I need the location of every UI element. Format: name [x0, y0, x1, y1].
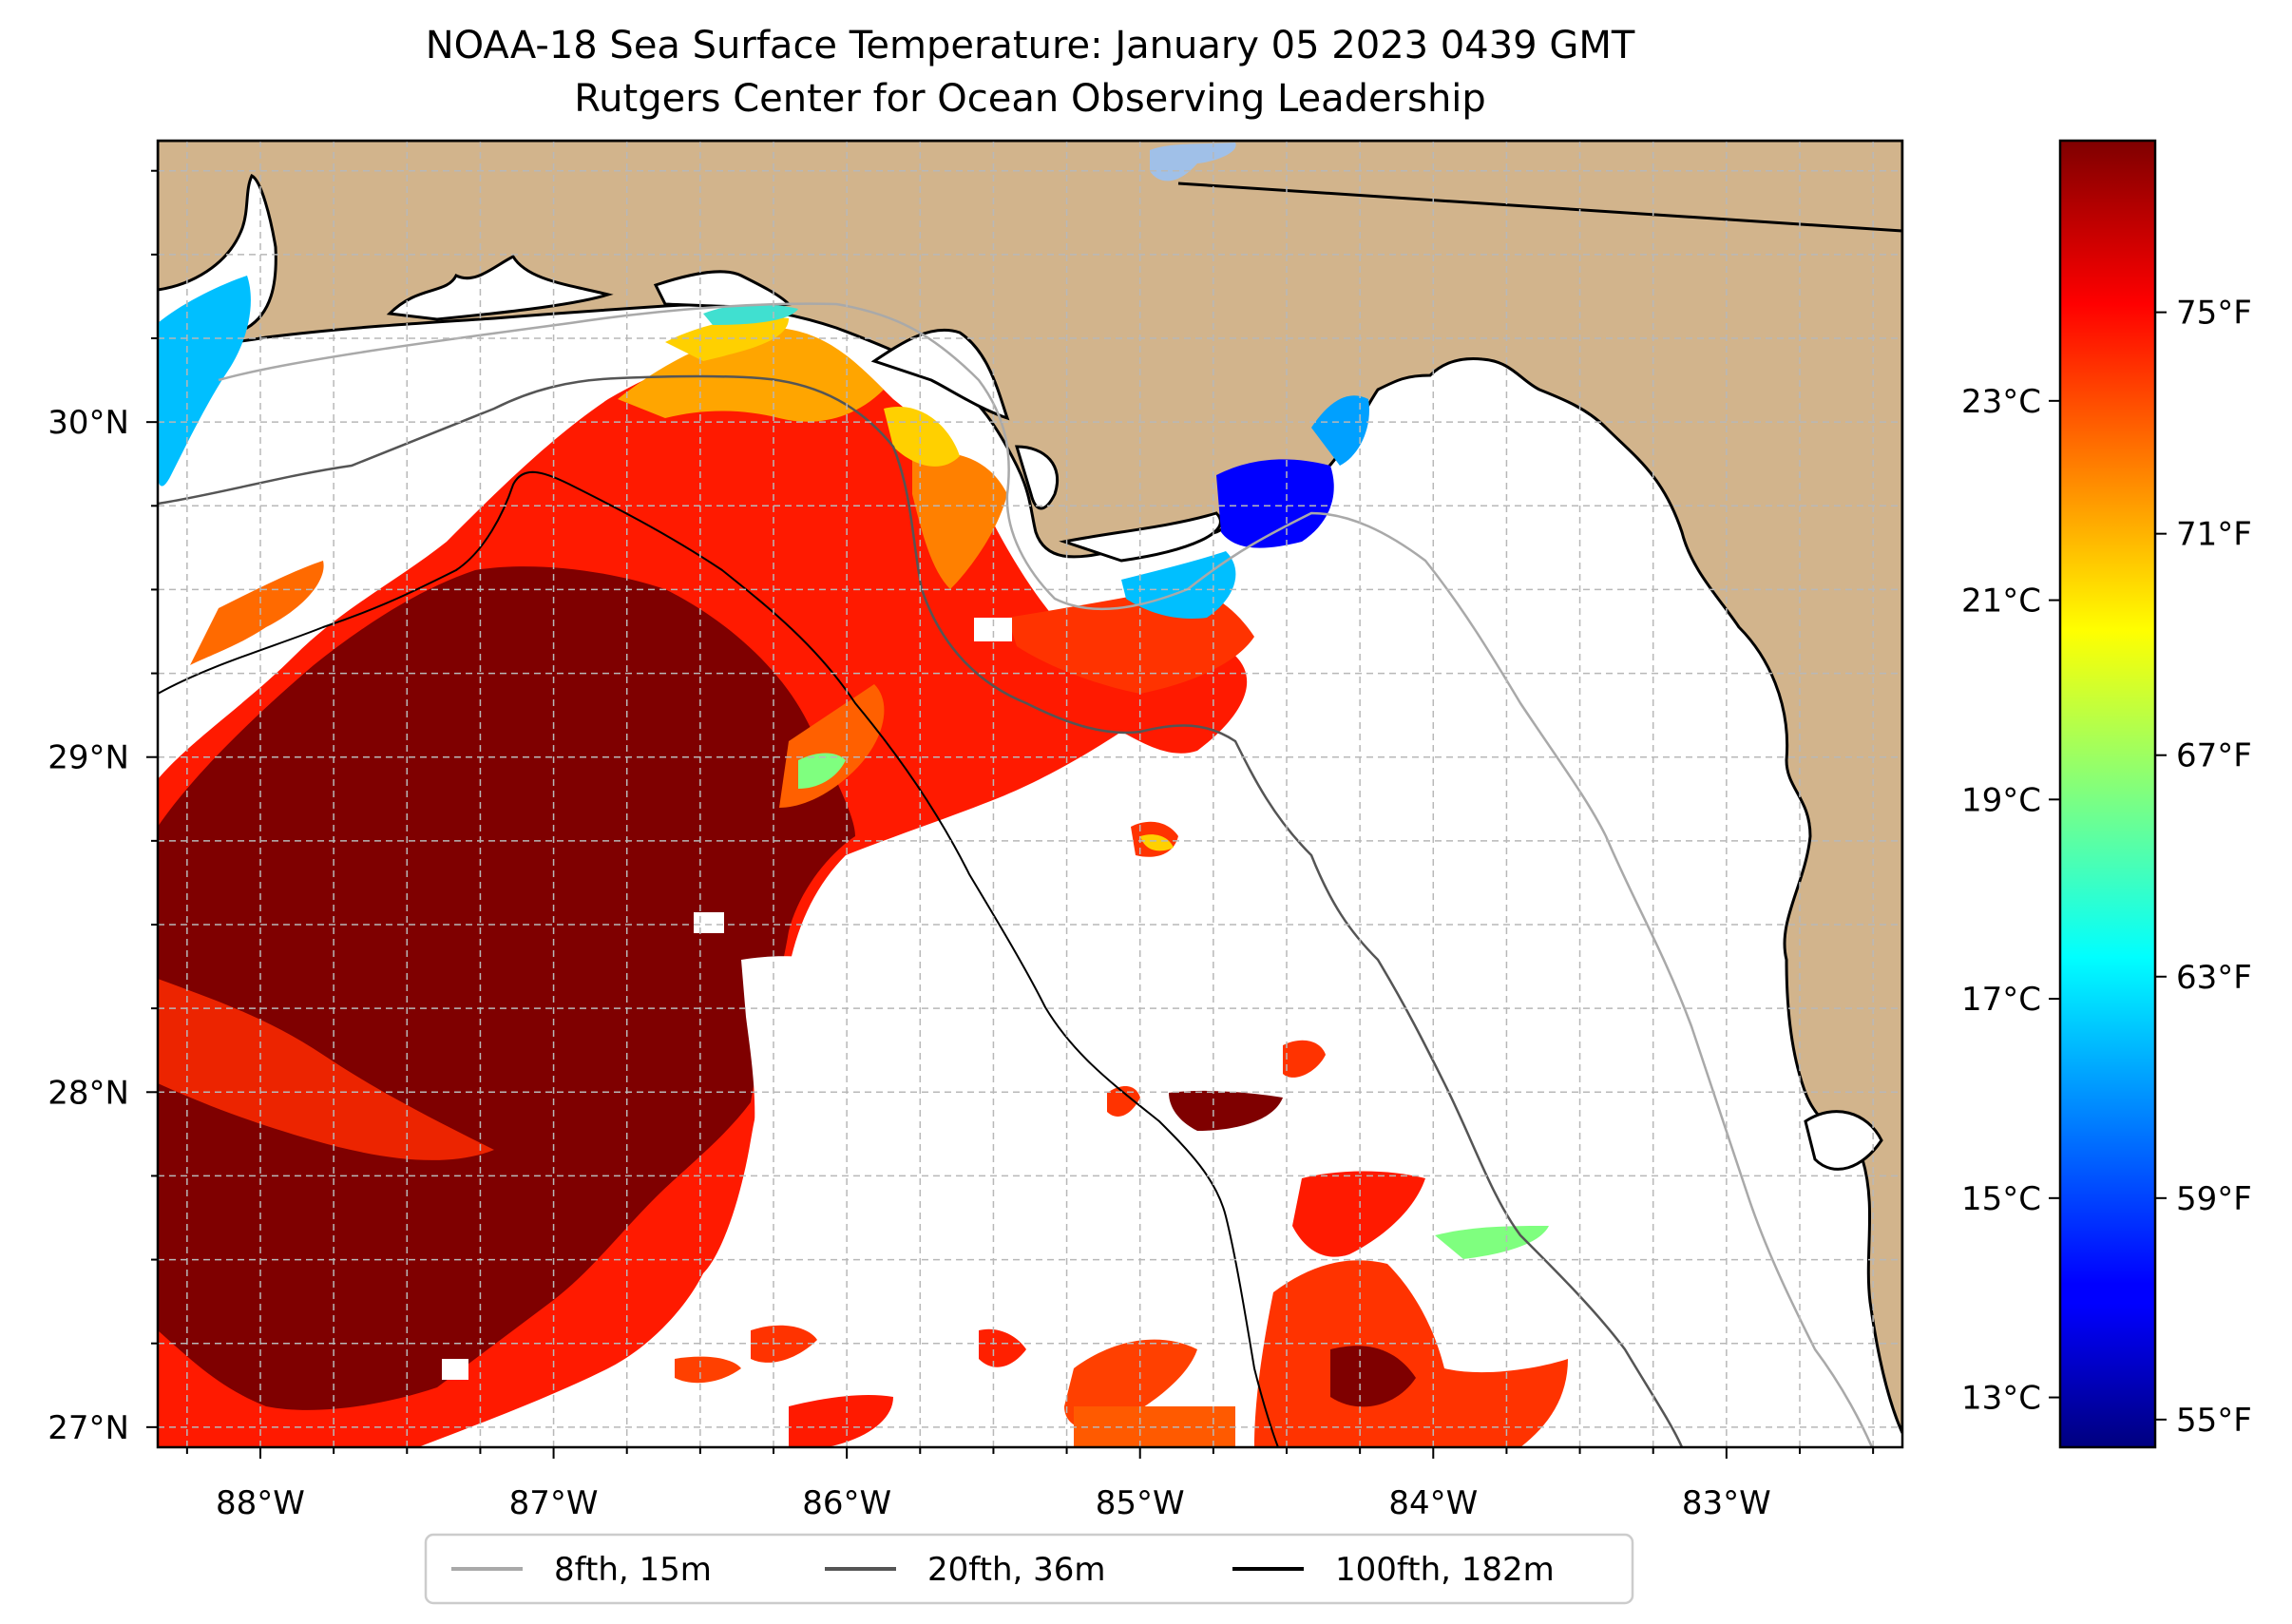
map-frame	[156, 139, 1904, 1449]
celsius-tick-label: 21°C	[1961, 583, 2041, 621]
isobath-100fth	[158, 470, 1279, 1447]
legend: 8fth, 15m 20fth, 36m 100fth, 182m	[424, 1533, 1634, 1605]
gridlines	[158, 141, 1902, 1447]
lon-tick-label: 83°W	[1682, 1484, 1771, 1522]
legend-box	[424, 1533, 1634, 1605]
latitude-axis: 30°N 29°N 28°N 27°N	[48, 169, 158, 1447]
lon-tick-label: 86°W	[802, 1484, 891, 1522]
fahrenheit-tick-label: 63°F	[2176, 959, 2252, 997]
longitude-axis: 88°W 87°W 86°W 85°W 84°W 83°W	[185, 1447, 1875, 1522]
lon-tick-label: 87°W	[509, 1484, 599, 1522]
lat-tick-label: 28°N	[48, 1074, 129, 1112]
lat-tick-label: 27°N	[48, 1409, 129, 1447]
fahrenheit-tick-label: 59°F	[2176, 1180, 2252, 1218]
lat-tick-label: 29°N	[48, 739, 129, 777]
isobath-20fth	[158, 374, 1684, 1447]
celsius-tick-label: 19°C	[1961, 781, 2041, 819]
isobath-8fth	[218, 302, 1874, 1447]
celsius-tick-label: 23°C	[1961, 383, 2041, 421]
map-area	[158, 141, 1902, 1447]
fahrenheit-tick-label: 67°F	[2176, 737, 2252, 775]
lon-tick-label: 88°W	[216, 1484, 305, 1522]
lon-tick-label: 85°W	[1096, 1484, 1185, 1522]
celsius-tick-label: 17°C	[1961, 981, 2041, 1019]
lon-tick-label: 84°W	[1388, 1484, 1478, 1522]
state-border	[1177, 182, 1902, 233]
fahrenheit-tick-label: 75°F	[2176, 295, 2252, 333]
colorbar	[2058, 139, 2157, 1449]
lake	[1150, 143, 1236, 182]
celsius-tick-label: 15°C	[1961, 1180, 2041, 1218]
legend-label: 20fth, 36m	[927, 1551, 1106, 1589]
fahrenheit-tick-label: 55°F	[2176, 1402, 2252, 1440]
lat-tick-label: 30°N	[48, 404, 129, 442]
celsius-tick-label: 13°C	[1961, 1380, 2041, 1418]
legend-label: 8fth, 15m	[554, 1551, 712, 1589]
colorbar-ticks: 23°C 21°C 19°C 17°C 15°C 13°C 75°F 71°F 67°F 63°F…	[1961, 295, 2252, 1440]
legend-label: 100fth, 182m	[1335, 1551, 1555, 1589]
isobaths	[158, 302, 1874, 1447]
map-subtitle: Rutgers Center for Ocean Observing Leade…	[574, 77, 1486, 121]
map-title: NOAA-18 Sea Surface Temperature: January…	[425, 24, 1635, 67]
sst-field	[158, 276, 1568, 1447]
fahrenheit-tick-label: 71°F	[2176, 516, 2252, 554]
